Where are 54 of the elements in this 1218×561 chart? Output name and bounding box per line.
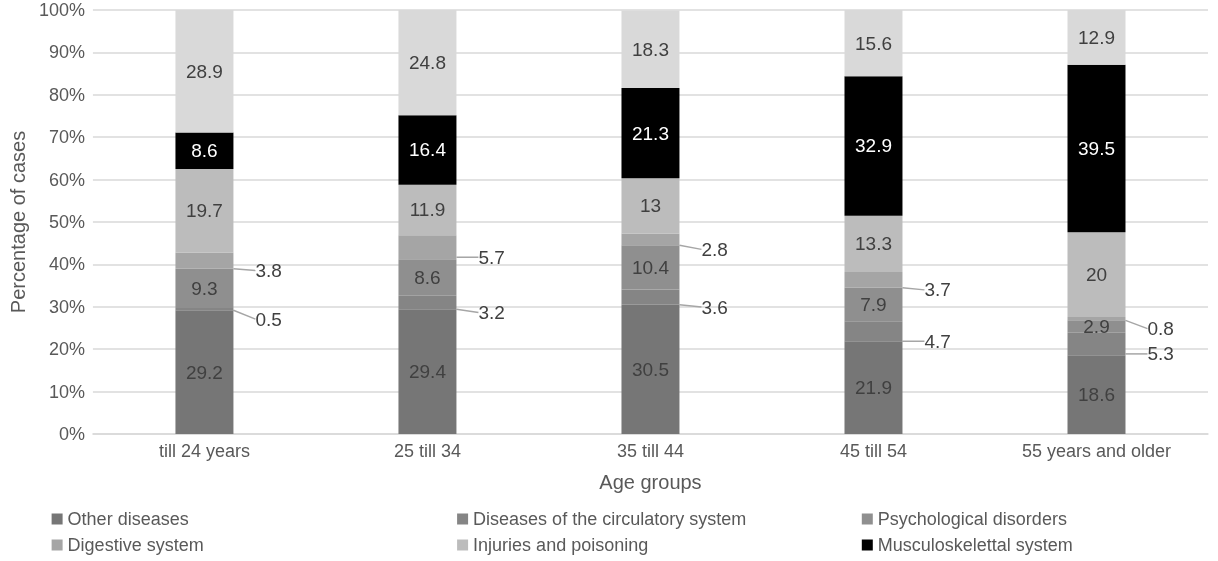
legend-label: Other diseases [67,509,189,529]
y-tick-label: 40% [48,254,85,275]
data-label: 19.7 [185,200,223,222]
data-label: 0.8 [1147,318,1174,340]
data-label: 12.9 [1078,26,1115,48]
legend-label: Musculoskelettal system [877,535,1073,555]
data-label: 28.9 [185,60,223,82]
x-tick-label: 45 till 54 [839,441,907,461]
data-label: 21.3 [631,122,669,144]
data-label: 0.5 [255,308,282,330]
data-label: 15.6 [854,32,892,54]
data-label: 5.7 [478,246,505,268]
data-label: 2.9 [1083,316,1110,338]
data-label: 16.4 [408,139,447,161]
y-tick-label: 50% [48,212,85,232]
data-label: 13 [639,195,662,217]
y-tick-label: 20% [48,339,85,360]
data-label: 8.6 [414,267,441,289]
y-tick-label: 80% [48,84,85,105]
data-label: 10.4 [631,256,670,278]
data-label: 18.3 [631,38,669,60]
legend-label: Injuries and poisoning [473,535,649,555]
legend-label: Psychological disorders [877,509,1067,529]
y-tick-label: 90% [48,42,85,63]
data-label: 8.6 [191,140,218,162]
x-tick-label: 35 till 44 [616,441,684,461]
x-tick-label: till 24 years [158,441,250,461]
y-tick-label: 100% [38,0,85,20]
data-label: 9.3 [191,277,218,299]
data-label: 39.5 [1078,137,1115,159]
data-label: 32.9 [854,135,892,157]
data-label: 4.7 [924,330,951,352]
y-tick-label: 10% [48,381,85,402]
data-label: 3.6 [701,296,728,318]
data-label: 13.3 [854,233,892,255]
y-tick-label: 30% [48,296,85,317]
legend-label: Digestive system [67,535,204,555]
data-label: 3.2 [478,302,505,324]
legend-label: Diseases of the circulatory system [473,509,747,529]
data-label: 24.8 [408,52,446,74]
y-tick-label: 70% [48,127,85,148]
y-tick-label: 0% [58,424,85,444]
y-axis-title: Percentage of cases [7,130,29,314]
data-label: 20 [1085,264,1108,286]
x-tick-label: 25 till 34 [393,441,461,461]
data-label: 2.8 [701,238,728,260]
data-label: 7.9 [860,293,887,315]
data-label: 3.7 [924,279,951,301]
data-label: 3.8 [255,260,282,282]
data-label: 5.3 [1147,343,1174,365]
y-tick-label: 60% [48,169,85,190]
data-label: 11.9 [409,199,446,221]
x-axis-title: Age groups [599,471,702,493]
x-tick-label: 55 years and older [1021,441,1172,461]
